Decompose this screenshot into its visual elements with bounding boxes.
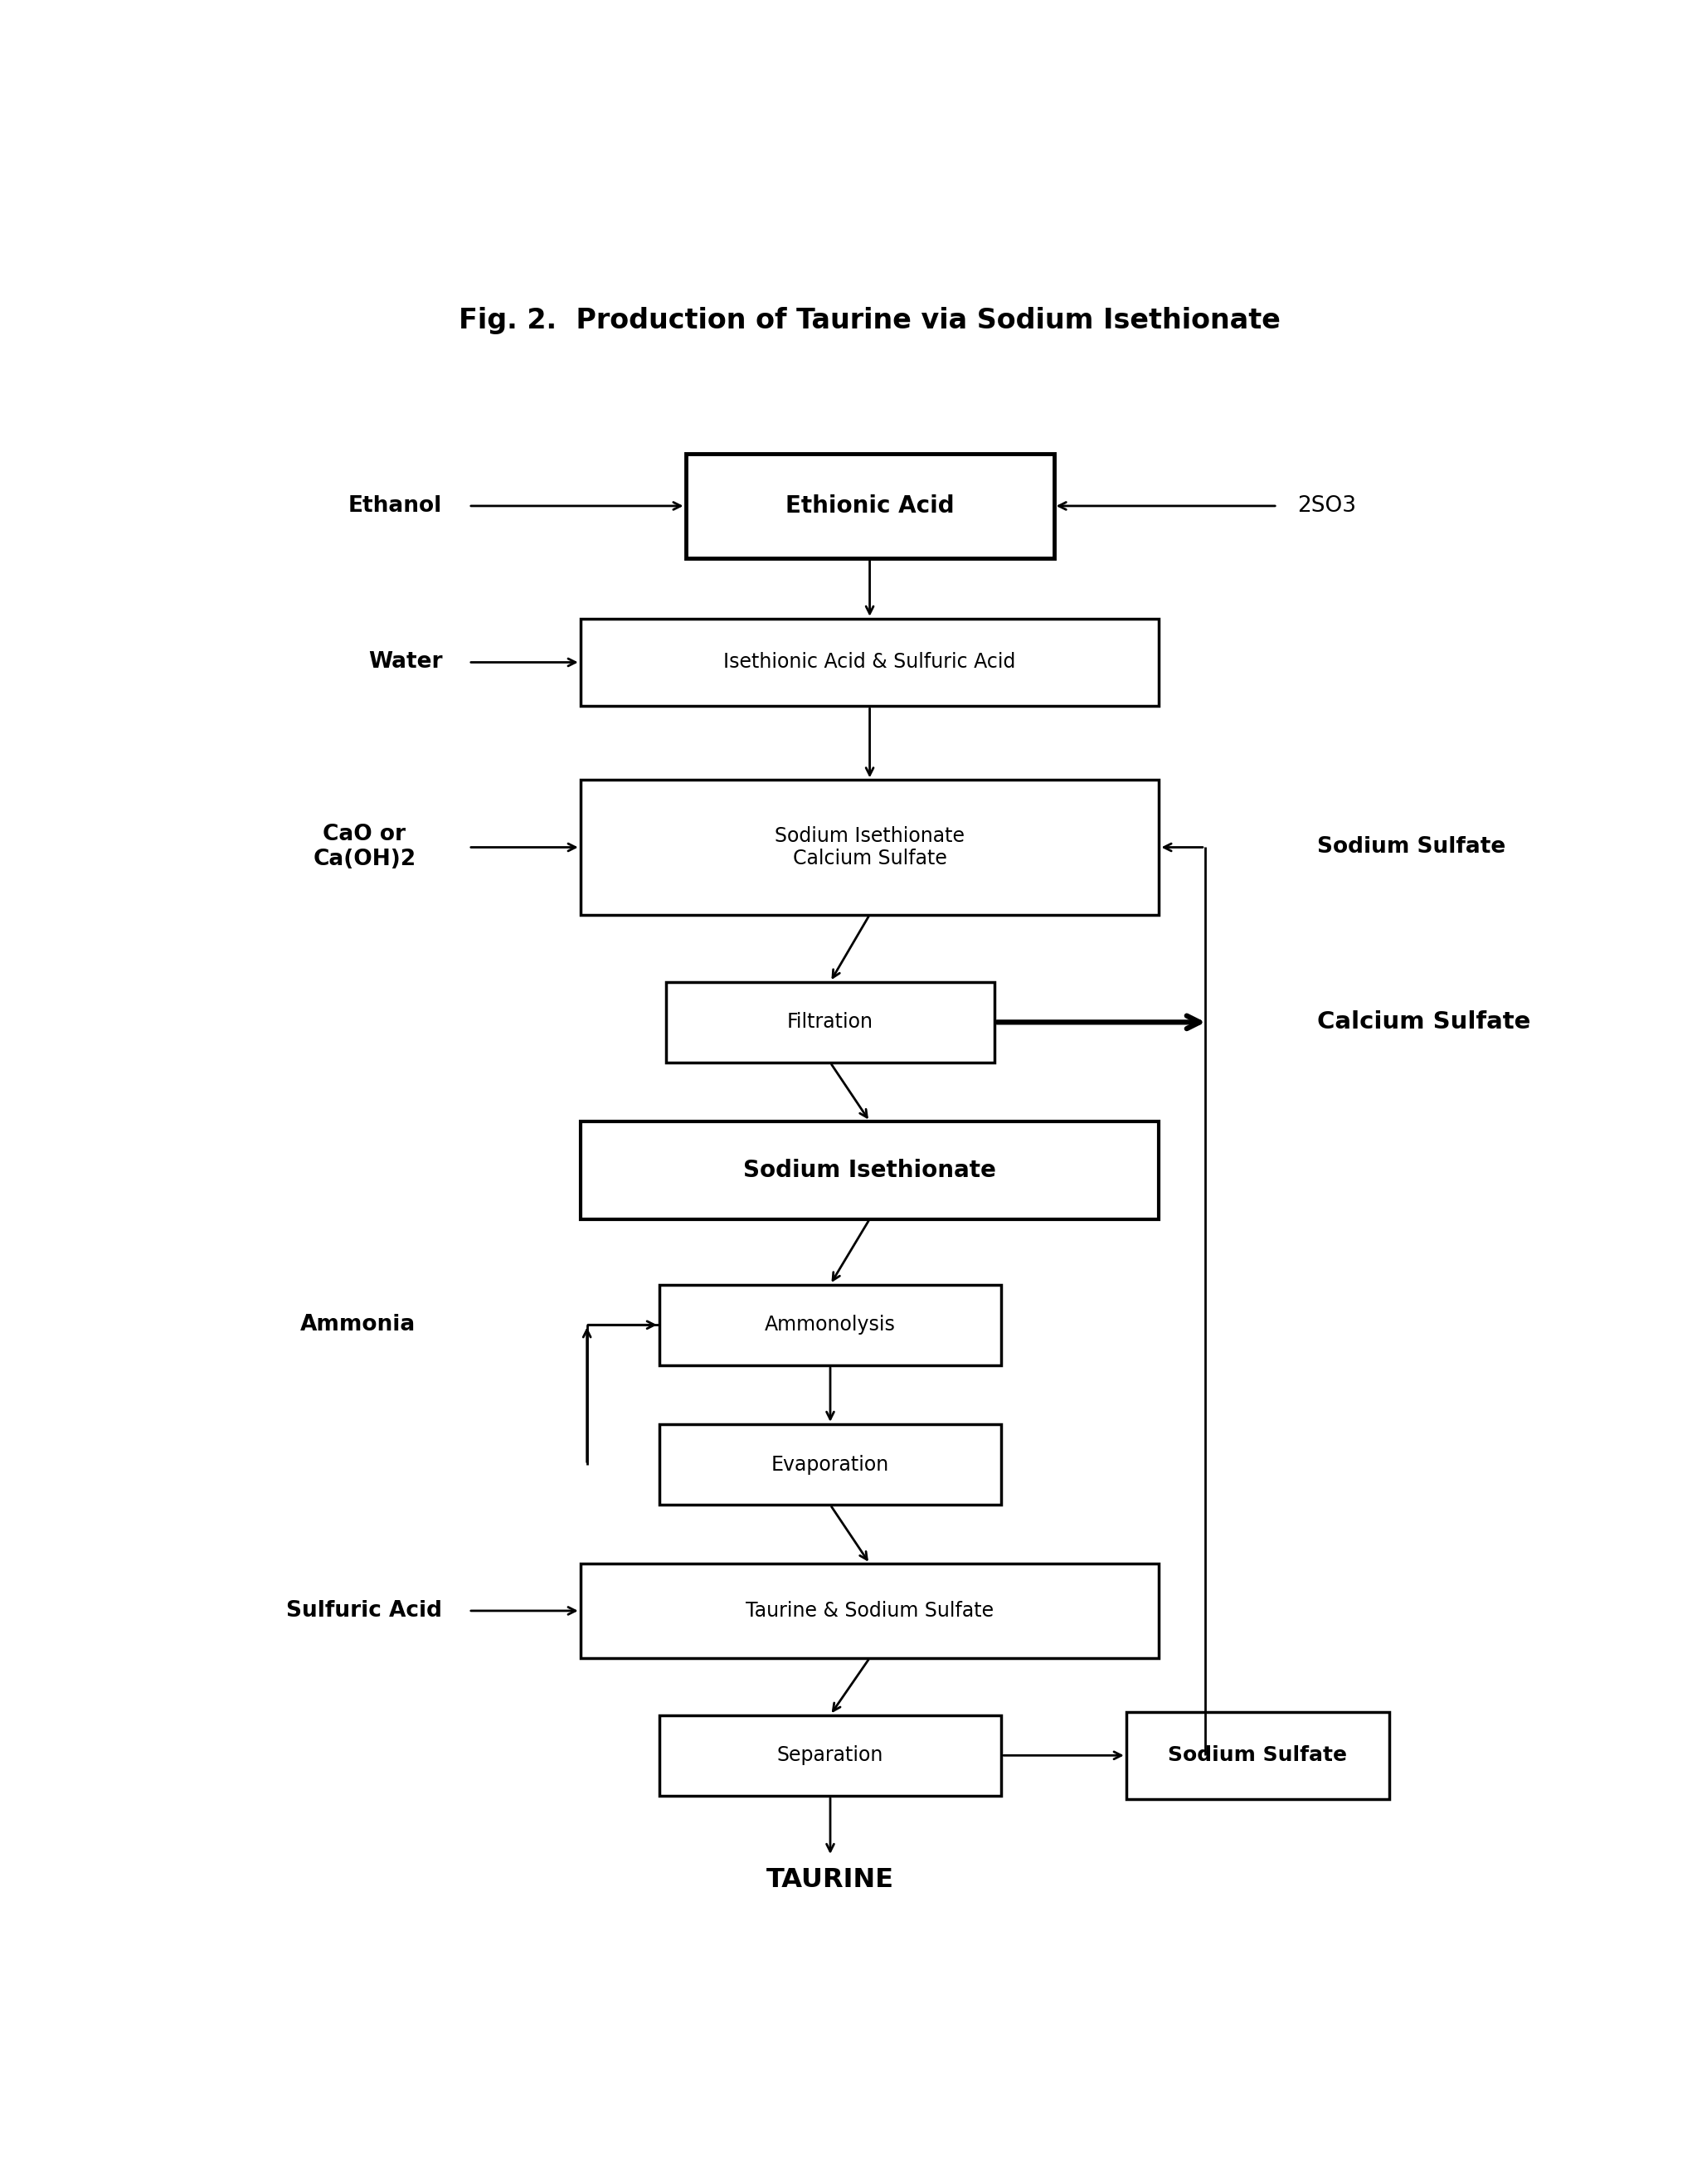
Text: Ethionic Acid: Ethionic Acid bbox=[786, 494, 954, 518]
Text: TAURINE: TAURINE bbox=[767, 1867, 894, 1894]
Bar bbox=[580, 1120, 1159, 1219]
Bar bbox=[580, 1564, 1159, 1658]
Text: Fig. 2.  Production of Taurine via Sodium Isethionate: Fig. 2. Production of Taurine via Sodium… bbox=[458, 308, 1281, 334]
Bar bbox=[658, 1714, 1001, 1795]
Text: Evaporation: Evaporation bbox=[770, 1455, 889, 1474]
Text: Sodium Isethionate: Sodium Isethionate bbox=[743, 1158, 996, 1182]
Bar bbox=[665, 983, 994, 1064]
Bar bbox=[658, 1424, 1001, 1505]
Text: Water: Water bbox=[368, 651, 443, 673]
Text: Separation: Separation bbox=[777, 1745, 884, 1765]
Text: Sodium Sulfate: Sodium Sulfate bbox=[1168, 1745, 1347, 1765]
Bar bbox=[658, 1284, 1001, 1365]
Text: 2SO3: 2SO3 bbox=[1297, 496, 1356, 518]
Text: Filtration: Filtration bbox=[787, 1011, 874, 1033]
Text: CaO or
Ca(OH)2: CaO or Ca(OH)2 bbox=[312, 823, 416, 871]
Text: Ammonolysis: Ammonolysis bbox=[765, 1315, 896, 1334]
Bar bbox=[580, 618, 1159, 705]
Text: Ethanol: Ethanol bbox=[348, 496, 443, 518]
Text: Sodium Isethionate
Calcium Sulfate: Sodium Isethionate Calcium Sulfate bbox=[776, 826, 964, 869]
Text: Isethionic Acid & Sulfuric Acid: Isethionic Acid & Sulfuric Acid bbox=[723, 653, 1017, 673]
Text: Taurine & Sodium Sulfate: Taurine & Sodium Sulfate bbox=[745, 1601, 994, 1621]
Text: Calcium Sulfate: Calcium Sulfate bbox=[1317, 1011, 1531, 1033]
Bar bbox=[580, 780, 1159, 915]
Bar bbox=[1127, 1712, 1390, 1800]
Bar bbox=[686, 454, 1054, 559]
Text: Sodium Sulfate: Sodium Sulfate bbox=[1317, 836, 1505, 858]
Text: Ammonia: Ammonia bbox=[300, 1315, 416, 1337]
Text: Sulfuric Acid: Sulfuric Acid bbox=[287, 1601, 443, 1621]
